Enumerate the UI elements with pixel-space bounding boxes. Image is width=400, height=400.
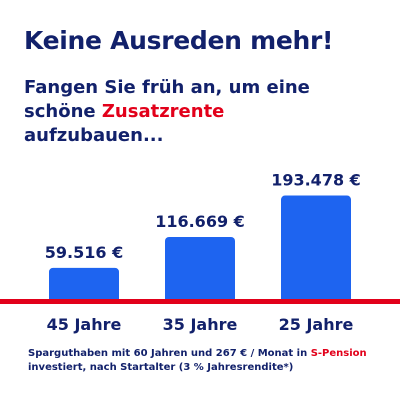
footnote: Sparguthaben mit 60 Jahren und 267 € / M… [28,347,378,375]
category-label-3: 25 Jahre [279,315,354,334]
subtitle-line-2-text: schöne [24,101,102,122]
category-label-1: 45 Jahre [47,315,122,334]
subtitle-line-1: Fangen Sie früh an, um eine [24,77,310,98]
subtitle-accent-word: Zusatzrente [101,101,225,122]
bar-3 [281,195,351,304]
bar-1 [49,267,119,304]
subtitle-line-3: aufzubauen... [24,125,164,146]
bar-value-label-2: 116.669 € [155,212,245,231]
bar-value-label-1: 59.516 € [45,243,123,262]
footnote-line-2: investiert, nach Startalter (3 % Jahresr… [28,362,294,373]
subtitle-line-2: schöne Zusatzrente [24,100,384,124]
footnote-line-1-text: Sparguthaben mit 60 Jahren und 267 € / M… [28,348,311,359]
chart-baseline [0,299,400,304]
bar-value-label-3: 193.478 € [271,171,361,190]
bar-chart: 59.516 € 45 Jahre 116.669 € 35 Jahre 193.478… [0,171,400,334]
footnote-accent-word: S-Pension [310,348,367,359]
footnote-line-1: Sparguthaben mit 60 Jahren und 267 € / M… [28,347,378,361]
bar-2 [165,236,235,304]
category-label-2: 35 Jahre [163,315,238,334]
page-title: Keine Ausreden mehr! [24,26,334,55]
subtitle: Fangen Sie früh an, um eine schöne Zusat… [24,76,384,148]
